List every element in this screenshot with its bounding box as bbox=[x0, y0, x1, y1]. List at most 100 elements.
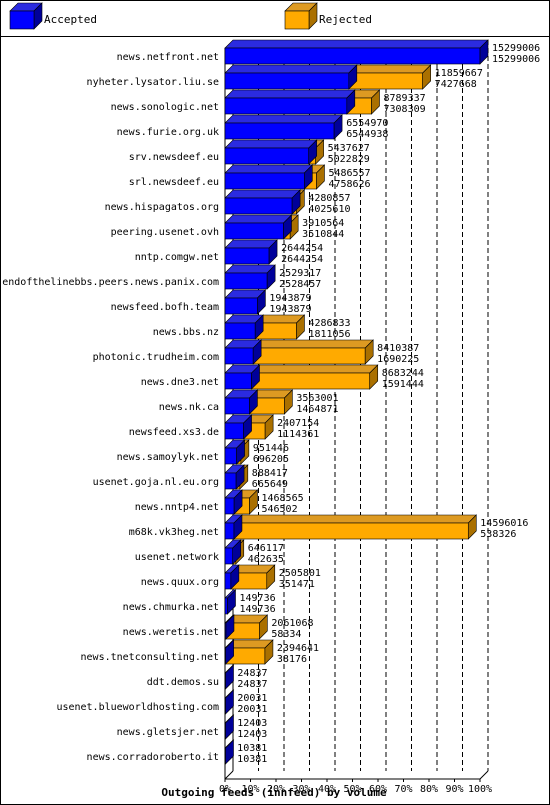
accepted-bar bbox=[224, 639, 235, 665]
category-label: srv.newsdeef.eu bbox=[129, 152, 219, 163]
rejected-bar-side bbox=[371, 89, 380, 115]
category-label: newsfeed.bofh.team bbox=[111, 302, 219, 313]
x-tick-label: 100% bbox=[468, 784, 492, 795]
rejected-bar-side bbox=[259, 614, 268, 640]
accepted-bar-top bbox=[224, 164, 314, 174]
accepted-bar-front bbox=[224, 272, 268, 290]
value-label-accepted: 351471 bbox=[279, 579, 315, 590]
accepted-bar-front bbox=[224, 322, 256, 340]
accepted-bar-front bbox=[224, 347, 254, 365]
accepted-bar bbox=[224, 689, 235, 715]
value-label-accepted: 20031 bbox=[237, 704, 267, 715]
category-label: ddt.demos.su bbox=[147, 677, 219, 688]
category-label: news.bbs.nz bbox=[153, 327, 219, 338]
value-label-total: 4286833 bbox=[308, 318, 350, 329]
value-label-total: 8683244 bbox=[382, 368, 424, 379]
bar-row bbox=[224, 639, 274, 665]
value-label-accepted: 696205 bbox=[253, 454, 289, 465]
accepted-bar-front bbox=[224, 397, 250, 415]
rejected-bar-side bbox=[315, 139, 324, 165]
accepted-bar-side bbox=[233, 489, 243, 515]
rejected-bar bbox=[348, 64, 432, 90]
accepted-bar bbox=[224, 264, 276, 290]
accepted-bar-side bbox=[249, 389, 258, 415]
category-label: news.quux.org bbox=[141, 577, 219, 588]
accepted-bar-side bbox=[333, 114, 343, 140]
value-label-total: 888417 bbox=[252, 468, 288, 479]
value-label-total: 8789337 bbox=[383, 93, 425, 104]
value-label-total: 2644254 bbox=[281, 243, 323, 254]
accepted-bar-front bbox=[224, 422, 244, 440]
category-label: news.furie.org.uk bbox=[117, 127, 219, 138]
accepted-bar bbox=[224, 539, 242, 565]
legend-accepted-label: Accepted bbox=[44, 13, 97, 26]
value-label-total: 1468565 bbox=[261, 493, 303, 504]
rejected-bar-front bbox=[252, 347, 366, 365]
value-label-total: 5437627 bbox=[328, 143, 370, 154]
accepted-bar-side bbox=[266, 264, 276, 290]
accepted-bar-side bbox=[251, 364, 260, 390]
accepted-bar-side bbox=[236, 439, 245, 465]
rejected-bar bbox=[225, 614, 269, 640]
accepted-bar-front bbox=[224, 172, 305, 190]
value-label-total: 149736 bbox=[239, 593, 275, 604]
value-label-accepted: 1464871 bbox=[296, 404, 338, 415]
accepted-bar bbox=[224, 314, 264, 340]
accepted-bar bbox=[224, 139, 318, 165]
x-tick-label: 10% bbox=[241, 784, 259, 795]
value-label-total: 2407154 bbox=[277, 418, 319, 429]
accepted-bar bbox=[224, 514, 243, 540]
category-label: peering.usenet.ovh bbox=[111, 227, 219, 238]
value-label-accepted: 5022829 bbox=[328, 154, 370, 165]
accepted-bar-top bbox=[224, 189, 301, 199]
rejected-bar-side bbox=[284, 389, 293, 415]
value-label-total: 1943879 bbox=[269, 293, 311, 304]
bar-row bbox=[224, 314, 306, 340]
x-tick-label: 80% bbox=[420, 784, 438, 795]
rejected-bar-side bbox=[422, 64, 431, 90]
accepted-bar-side bbox=[254, 314, 264, 340]
category-label: endofthelinebbs.peers.news.panix.com bbox=[2, 277, 219, 288]
value-label-total: 2529317 bbox=[279, 268, 321, 279]
accepted-bar-front bbox=[224, 597, 228, 615]
value-label-accepted: 1591444 bbox=[382, 379, 424, 390]
accepted-bar-front bbox=[224, 247, 270, 265]
rejected-bar-side bbox=[316, 164, 325, 190]
bar-row bbox=[224, 489, 259, 515]
category-label: usenet.goja.nl.eu.org bbox=[93, 477, 219, 488]
accepted-bar-side bbox=[225, 689, 234, 715]
accepted-bar bbox=[224, 39, 489, 65]
category-label: nntp.comgw.net bbox=[135, 252, 219, 263]
category-label: news.netfront.net bbox=[117, 52, 219, 63]
bar-row bbox=[224, 389, 294, 415]
accepted-bar-front bbox=[224, 572, 232, 590]
bar-row bbox=[224, 664, 235, 690]
rejected-bar bbox=[254, 314, 306, 340]
bar-row bbox=[224, 264, 276, 290]
accepted-bar-side bbox=[252, 339, 262, 365]
category-label: news.nk.ca bbox=[159, 402, 219, 413]
bar-row bbox=[224, 589, 237, 615]
bar-row bbox=[224, 514, 478, 540]
value-label-total: 2061068 bbox=[271, 618, 313, 629]
x-tick-label: 40% bbox=[318, 784, 336, 795]
value-label-total: 4280857 bbox=[308, 193, 350, 204]
accepted-bar bbox=[224, 489, 243, 515]
x-tick-label: 70% bbox=[394, 784, 412, 795]
rejected-bar-side bbox=[264, 639, 274, 665]
category-label: news.gletsjer.net bbox=[117, 727, 219, 738]
bar-row bbox=[224, 414, 274, 440]
value-label-accepted: 15299006 bbox=[492, 54, 540, 65]
accepted-bar-side bbox=[230, 564, 240, 590]
value-label-accepted: 4025610 bbox=[308, 204, 350, 215]
bar-row bbox=[224, 564, 276, 590]
accepted-bar-top bbox=[224, 214, 293, 224]
value-label-accepted: 149736 bbox=[239, 604, 275, 615]
accepted-bar-side bbox=[227, 589, 236, 615]
accepted-bar-side bbox=[479, 39, 489, 65]
rejected-bar-side bbox=[467, 514, 477, 540]
value-label-total: 12403 bbox=[237, 718, 267, 729]
accepted-bar-side bbox=[257, 289, 266, 315]
